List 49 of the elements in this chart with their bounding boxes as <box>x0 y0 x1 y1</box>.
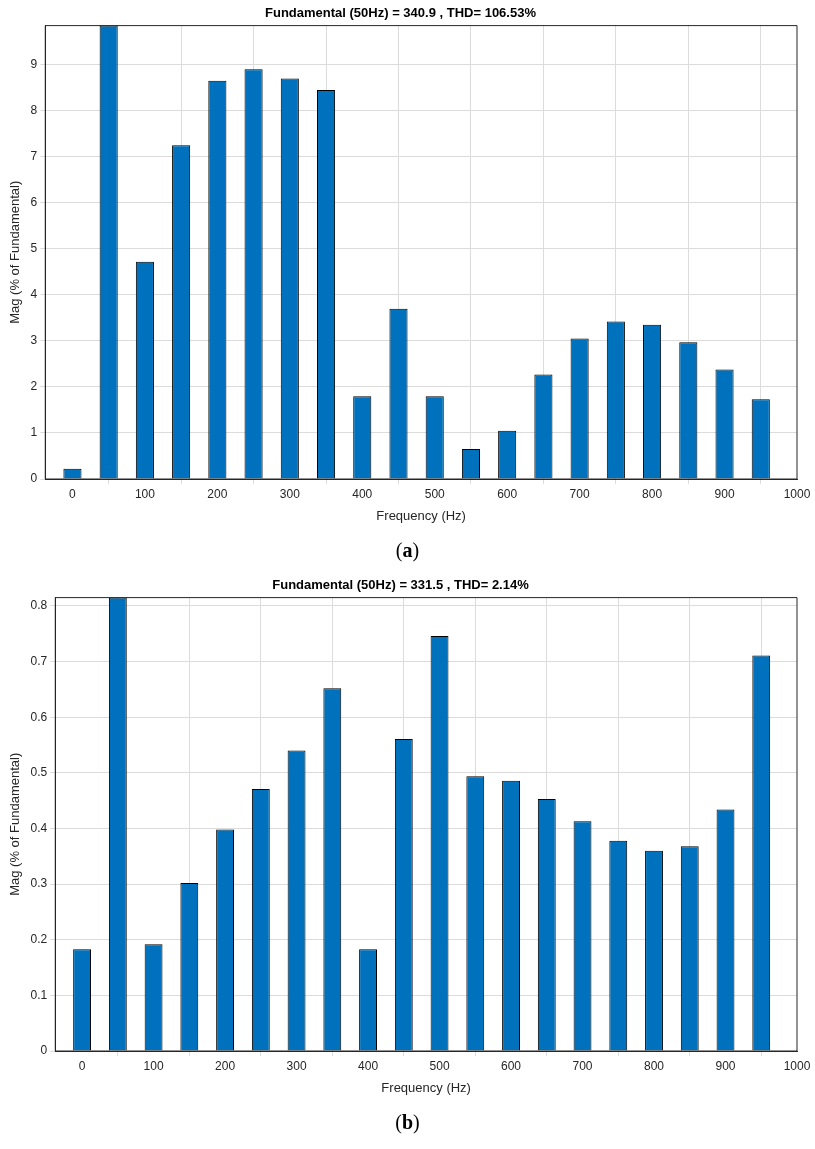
y-tick-label: 0.4 <box>30 820 48 835</box>
x-tick-label: 700 <box>569 486 590 501</box>
y-tick-label: 6 <box>30 195 38 210</box>
x-axis-title: Frequency (Hz) <box>376 507 466 523</box>
x-tick-label: 1000 <box>783 1058 811 1073</box>
y-tick-label: 0 <box>40 1043 48 1058</box>
y-tick-label: 2 <box>30 379 38 394</box>
y-tick-label: 0.2 <box>30 932 48 947</box>
x-axis-title: Frequency (Hz) <box>381 1079 471 1095</box>
x-tick-label: 400 <box>358 1058 379 1073</box>
y-tick-label: 0.3 <box>30 876 48 891</box>
x-tick-label: 1000 <box>783 486 811 501</box>
x-tick-label: 900 <box>714 486 735 501</box>
y-tick-label: 0.8 <box>30 598 48 613</box>
y-tick-label: 3 <box>30 333 38 348</box>
y-tick-label: 7 <box>30 149 38 164</box>
y-tick-label: 5 <box>30 241 38 256</box>
x-tick-label: 100 <box>134 486 156 501</box>
x-tick-label: 100 <box>143 1058 164 1073</box>
x-tick-label: 200 <box>207 486 228 501</box>
y-tick-label: 0 <box>30 471 38 486</box>
y-tick-label: 9 <box>30 57 38 72</box>
text: (b) <box>394 1110 421 1135</box>
x-tick-label: 700 <box>572 1058 593 1073</box>
x-tick-label: 0 <box>69 486 77 501</box>
y-tick-label: 4 <box>30 287 38 302</box>
y-axis-title: Mag (% of Fundamental) <box>7 752 23 896</box>
x-tick-label: 300 <box>279 486 301 501</box>
x-tick-label: 300 <box>286 1058 307 1073</box>
x-tick-label: 800 <box>642 486 663 501</box>
y-tick-label: 1 <box>30 425 38 440</box>
x-tick-label: 500 <box>424 486 446 501</box>
chart-title: Fundamental (50Hz) = 331.5 , THD= 2.14% <box>272 577 530 593</box>
x-tick-label: 0 <box>78 1058 86 1073</box>
chart-title: Fundamental (50Hz) = 340.9 , THD= 106.53% <box>265 5 537 21</box>
y-tick-label: 0.7 <box>30 653 48 668</box>
x-tick-label: 600 <box>501 1058 522 1073</box>
x-tick-label: 500 <box>429 1058 450 1073</box>
y-tick-label: 0.6 <box>30 709 48 724</box>
x-tick-label: 400 <box>352 486 373 501</box>
x-tick-label: 900 <box>715 1058 736 1073</box>
text: (a) <box>394 538 421 564</box>
y-tick-label: 0.1 <box>30 987 48 1002</box>
y-axis-title: Mag (% of Fundamental) <box>7 180 23 324</box>
x-tick-label: 800 <box>644 1058 665 1073</box>
y-tick-label: 0.5 <box>30 765 48 780</box>
x-tick-label: 200 <box>215 1058 236 1073</box>
y-tick-label: 8 <box>30 103 38 118</box>
x-tick-label: 600 <box>497 486 518 501</box>
